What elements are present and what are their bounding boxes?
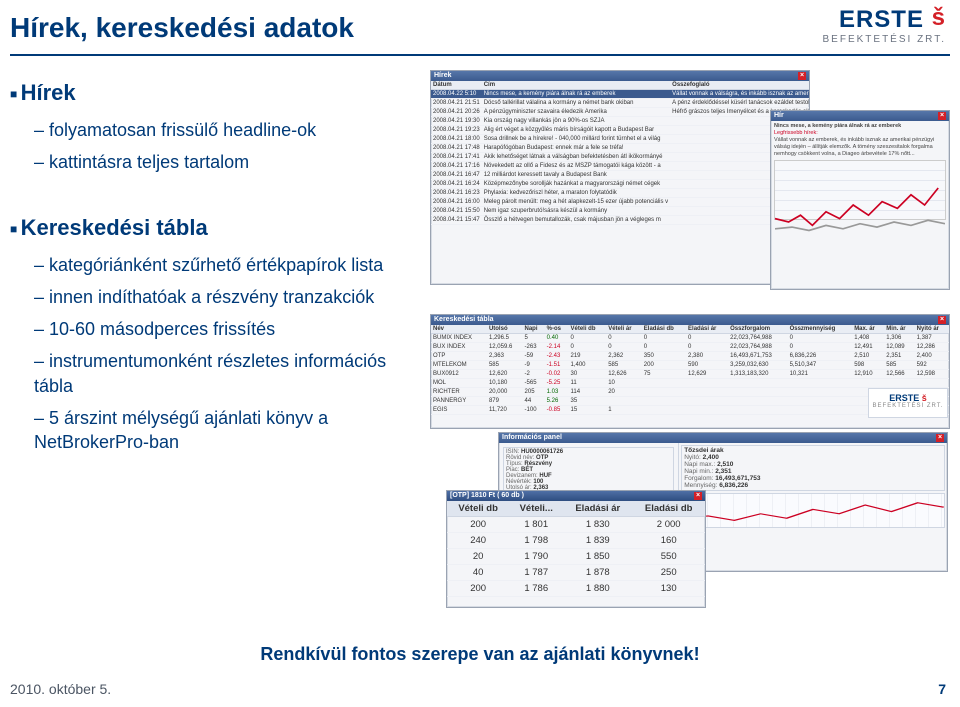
news-table[interactable]: DátumCímÖsszefoglaló 2008.04.22 5:10Ninc… [431,81,810,225]
bullet-item: innen indíthatóak a részvény tranzakciók [34,281,430,313]
detail-headline: Nincs mese, a kemény piára álnak rá az e… [774,123,901,129]
news-detail-window[interactable]: Hír × Nincs mese, a kemény piára álnak rá… [770,110,950,290]
bullet-item: kategóriánként szűrhető értékpapírok lis… [34,249,430,281]
orderbook-window[interactable]: [OTP] 1810 Ft ( 60 db ) × Vételi dbVételi… [446,490,706,608]
footer-note: Rendkívül fontos szerepe van az ajánlati… [0,644,960,665]
window-title: Hír [774,112,784,120]
detail-body: Vállat vonnak az emberek, és inkább iszn… [774,137,934,157]
group-title: Tőzsdei árak [684,447,723,454]
close-icon[interactable]: × [938,112,946,120]
chart-icon [774,160,946,220]
bullet-group-title: Kereskedési tábla [10,215,430,241]
bullet-item: instrumentumonként részletes információs… [34,345,430,402]
close-icon[interactable]: × [938,316,946,324]
news-window[interactable]: Hírek × DátumCímÖsszefoglaló 2008.04.22 5… [430,70,810,285]
close-icon[interactable]: × [798,72,806,80]
bullet-item: 10-60 másodperces frissítés [34,313,430,345]
brand-logo: ERSTE š BEFEKTETÉSI ZRT. [686,6,946,45]
bullet-group-title: Hírek [10,80,430,106]
bullet-item: kattintásra teljes tartalom [34,146,430,178]
mini-chart-icon [681,493,945,528]
mini-logo: ERSTE š BEFEKTETÉSI ZRT. [868,388,948,418]
footer-date: 2010. október 5. [10,681,111,697]
close-icon[interactable]: × [694,492,702,500]
window-title: Hírek [434,72,452,80]
orderbook-table[interactable]: Vételi dbVételi...Eladási árEladási db 2… [447,501,705,597]
page-number: 7 [938,681,946,697]
bullet-column: Hírek folyamatosan frissülő headline-ok … [10,70,430,459]
window-title: [OTP] 1810 Ft ( 60 db ) [450,492,524,500]
bullet-item: folyamatosan frissülő headline-ok [34,114,430,146]
close-icon[interactable]: × [936,434,944,442]
bullet-item: 5 árszint mélységű ajánlati könyv a NetB… [34,402,430,459]
detail-sub: Legfrissebb hírek: [774,130,818,136]
window-title: Kereskedési tábla [434,316,494,324]
window-title: Információs panel [502,434,562,442]
